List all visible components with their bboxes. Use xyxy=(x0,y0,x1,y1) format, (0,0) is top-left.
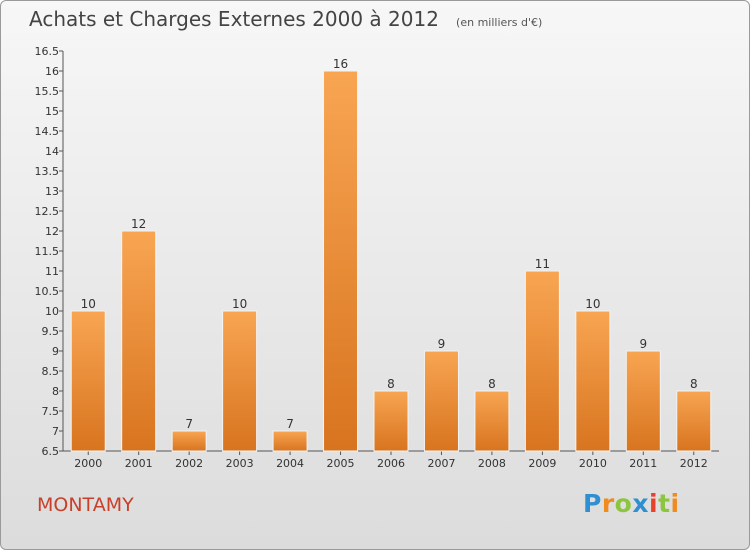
y-tick-label: 9 xyxy=(52,345,59,358)
y-tick-label: 12.5 xyxy=(35,205,60,218)
x-tick-label: 2009 xyxy=(528,457,556,470)
logo-letter: i xyxy=(649,489,659,518)
x-tick-label: 2003 xyxy=(226,457,254,470)
bar xyxy=(272,430,308,452)
data-label: 9 xyxy=(639,337,647,351)
y-tick-label: 6.5 xyxy=(42,445,60,458)
data-label: 7 xyxy=(286,417,294,431)
chart-title: Achats et Charges Externes 2000 à 2012 xyxy=(29,7,439,31)
title-row: Achats et Charges Externes 2000 à 2012 (… xyxy=(29,7,542,31)
x-tick-label: 2012 xyxy=(680,457,708,470)
y-tick-label: 15 xyxy=(45,105,59,118)
data-label: 12 xyxy=(131,217,146,231)
x-tick-label: 2010 xyxy=(579,457,607,470)
bar xyxy=(625,350,661,452)
x-tick-label: 2001 xyxy=(125,457,153,470)
y-tick-label: 14 xyxy=(45,145,59,158)
bar xyxy=(676,390,712,452)
y-tick-label: 13.5 xyxy=(35,165,60,178)
y-tick-label: 16 xyxy=(45,65,59,78)
bar xyxy=(323,70,359,452)
town-name: MONTAMY xyxy=(37,494,134,516)
y-tick-label: 12 xyxy=(45,225,59,238)
logo-letter: x xyxy=(632,489,649,518)
unit-note: (en milliers d'€) xyxy=(456,16,543,29)
x-tick-label: 2002 xyxy=(175,457,203,470)
logo-letter: r xyxy=(601,489,615,518)
y-tick-label: 16.5 xyxy=(35,45,60,58)
data-label: 11 xyxy=(535,257,550,271)
x-tick-label: 2004 xyxy=(276,457,304,470)
logo-letter: t xyxy=(658,489,671,518)
x-tick-label: 2005 xyxy=(327,457,355,470)
y-tick-label: 10.5 xyxy=(35,285,60,298)
data-label: 7 xyxy=(185,417,193,431)
y-tick-label: 7 xyxy=(52,425,59,438)
data-label: 10 xyxy=(81,297,96,311)
y-tick-label: 8 xyxy=(52,385,59,398)
bars: 10 12 7 10 7 16 8 9 8 11 10 9 8 xyxy=(70,57,712,452)
bar xyxy=(121,230,157,452)
y-tick-label: 15.5 xyxy=(35,85,60,98)
logo-letter: P xyxy=(583,489,602,518)
y-tick-label: 9.5 xyxy=(42,325,60,338)
y-tick-label: 13 xyxy=(45,185,59,198)
y-tick-label: 10 xyxy=(45,305,59,318)
bar xyxy=(423,350,459,452)
x-tick-label: 2006 xyxy=(377,457,405,470)
x-tick-label: 2007 xyxy=(427,457,455,470)
data-label: 9 xyxy=(438,337,446,351)
axes: 6.5 7 7.5 8 8.5 9 9.5 10 10.5 11 11.5 12 12.5 13 13.5 1… xyxy=(35,45,719,470)
data-label: 10 xyxy=(585,297,600,311)
data-label: 8 xyxy=(387,377,395,391)
logo-letter: i xyxy=(670,489,680,518)
bar xyxy=(575,310,611,452)
bar xyxy=(474,390,510,452)
data-label: 8 xyxy=(488,377,496,391)
data-label: 8 xyxy=(690,377,698,391)
proxiti-logo[interactable]: Proxiti xyxy=(583,489,680,518)
bar xyxy=(171,430,207,452)
y-tick-label: 11.5 xyxy=(35,245,60,258)
data-label: 16 xyxy=(333,57,348,71)
bar xyxy=(222,310,258,452)
y-tick-label: 7.5 xyxy=(42,405,60,418)
bar xyxy=(70,310,106,452)
bar xyxy=(373,390,409,452)
bar xyxy=(524,270,560,452)
y-tick-label: 11 xyxy=(45,265,59,278)
data-label: 10 xyxy=(232,297,247,311)
x-tick-label: 2000 xyxy=(74,457,102,470)
y-tick-label: 14.5 xyxy=(35,125,60,138)
x-tick-label: 2008 xyxy=(478,457,506,470)
logo-letter: o xyxy=(614,489,633,518)
x-tick-label: 2011 xyxy=(629,457,657,470)
y-tick-label: 8.5 xyxy=(42,365,60,378)
